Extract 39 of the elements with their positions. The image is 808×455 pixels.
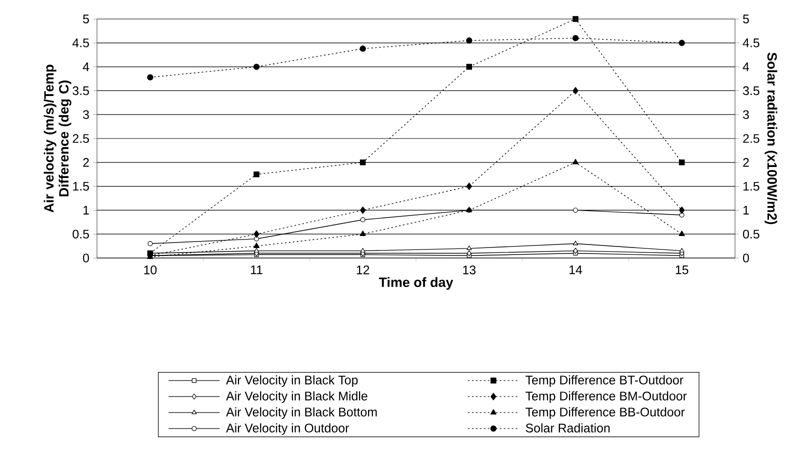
y-tick-label: 0.5: [72, 230, 89, 239]
y2-tick-label: 3.5: [742, 86, 760, 96]
y2-tick-label: 3: [742, 110, 749, 120]
x-tick-label: 13: [463, 266, 476, 274]
y-tick-label: 1: [84, 206, 89, 214]
x-tick-label: 12: [356, 266, 370, 274]
y-tick-label: 2: [83, 158, 89, 167]
y-tick-label: 3.5: [72, 86, 89, 96]
y2-tick-label: 4: [742, 62, 750, 72]
y-tick-label: 2.5: [72, 134, 89, 143]
y2-axis-title: Solar radiation (x100W/m2): [764, 52, 778, 224]
y2-tick-label: 2.5: [743, 134, 760, 143]
legend-label: Air Velocity in Black Top: [226, 375, 358, 387]
x-tick-label: 14: [570, 266, 582, 274]
x-tick-label: 10: [144, 266, 157, 274]
y-axis-title: Air velocity (m/s)/Temp Difference (deg C): [44, 64, 72, 212]
y2-tick-label: 0: [743, 254, 749, 262]
y2-tick-label: 1.5: [743, 182, 760, 191]
y2-tick-label: 1: [743, 206, 749, 214]
y-tick-label: 5: [83, 14, 89, 24]
x-axis-title: Time of day: [378, 277, 454, 290]
y-tick-label: 1.5: [73, 182, 89, 191]
y-tick-label: 0: [83, 254, 89, 262]
y2-tick-label: 4.5: [742, 38, 760, 48]
y2-tick-label: 5: [743, 14, 749, 24]
y-tick-label: 4.5: [72, 38, 89, 48]
y2-tick-label: 0.5: [743, 230, 760, 239]
legend-label: Temp Difference BT-Outdoor: [526, 375, 684, 387]
x-tick-label: 15: [676, 266, 688, 274]
legend-label: Temp Difference BB-Outdoor: [526, 407, 685, 419]
y-tick-label: 4: [82, 62, 90, 72]
y2-tick-label: 2: [743, 158, 749, 167]
y-tick-label: 3: [83, 110, 89, 120]
x-tick-label: 11: [250, 266, 262, 274]
legend-label: Temp Difference BM-Outdoor: [526, 391, 687, 403]
legend-label: Air Velocity in Black Bottom: [226, 407, 377, 419]
legend-label: Solar Radiation: [526, 423, 610, 432]
legend-label: Air Velocity in Outdoor: [226, 423, 349, 435]
legend-label: Air Velocity in Black Midle: [226, 391, 368, 403]
